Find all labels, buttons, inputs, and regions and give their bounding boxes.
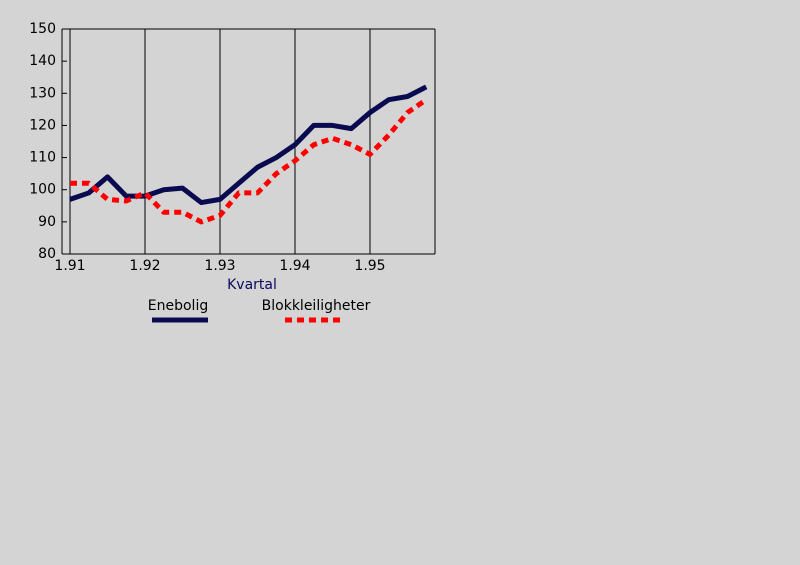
y-tick-label: 100 [29, 182, 56, 198]
y-tick-label: 130 [29, 85, 56, 101]
y-tick-label: 80 [38, 246, 56, 262]
legend-label: Blokkleiligheter [262, 298, 371, 314]
series-line [70, 97, 428, 225]
x-tick-label: 1.94 [279, 258, 310, 274]
x-tick-label: 1.93 [204, 258, 235, 274]
legend-label: Enebolig [148, 298, 208, 314]
y-tick-label: 150 [29, 21, 56, 37]
y-tick-label: 90 [38, 214, 56, 230]
x-tick-label: 1.91 [54, 258, 85, 274]
y-tick-label: 110 [29, 150, 56, 166]
y-tick-label: 120 [29, 117, 56, 133]
x-tick-label: 1.92 [129, 258, 160, 274]
series-line [69, 84, 428, 206]
x-axis-label: Kvartal [227, 277, 277, 293]
y-tick-label: 140 [29, 53, 56, 69]
x-tick-label: 1.95 [354, 258, 385, 274]
